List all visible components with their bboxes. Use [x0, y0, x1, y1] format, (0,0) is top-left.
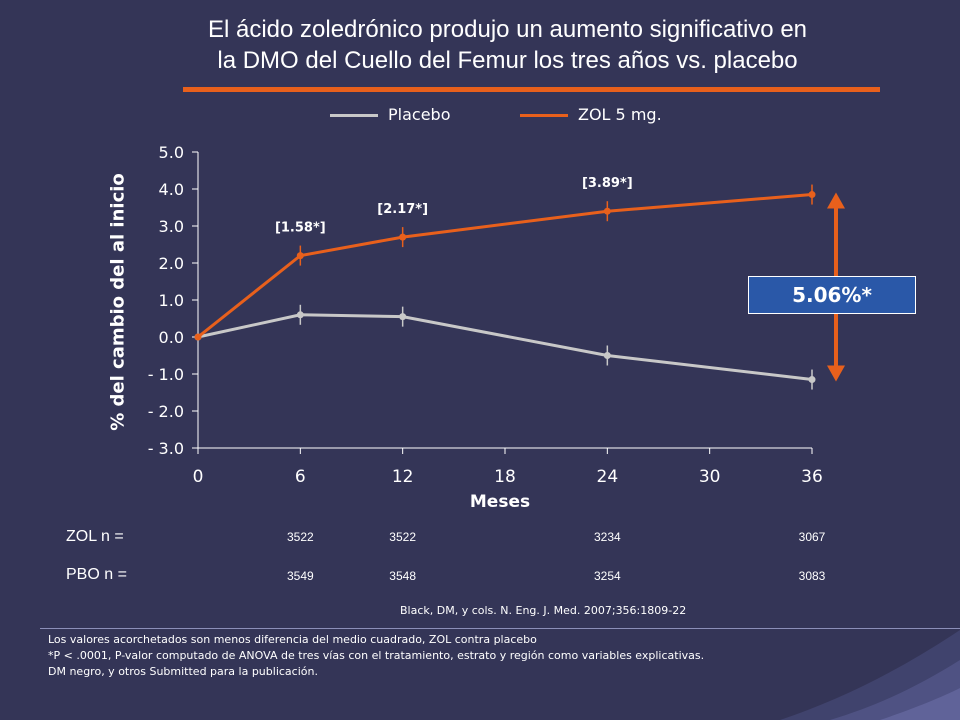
footnote-divider	[40, 628, 960, 629]
y-tick-label: 4.0	[159, 180, 184, 199]
pbo-n-value: 3548	[389, 569, 416, 583]
difference-arrow-head-up	[827, 192, 845, 209]
data-point-zol	[399, 233, 407, 241]
x-tick-label: 24	[597, 467, 619, 487]
pbo-n-value: 3254	[593, 569, 621, 583]
pbo-n-label: PBO n =	[66, 566, 127, 583]
annotation-label: [1.58*]	[275, 221, 326, 236]
y-tick-label: 3.0	[159, 217, 184, 236]
x-tick-label: 36	[801, 467, 823, 487]
data-point-zol	[808, 191, 816, 199]
y-tick-label: 0.0	[159, 328, 184, 347]
source-citation: Black, DM, y cols. N. Eng. J. Med. 2007;…	[400, 604, 687, 617]
data-point-placebo	[296, 311, 304, 319]
y-tick-label: 1.0	[159, 291, 184, 310]
data-point-zol	[603, 207, 611, 215]
footnote-3: DM negro, y otros Submitted para la publ…	[48, 665, 318, 678]
data-point-zol	[194, 333, 202, 341]
data-point-placebo	[399, 313, 407, 321]
title-line-1: El ácido zoledrónico produjo un aumento …	[207, 16, 808, 43]
pbo-n-value: 3083	[798, 569, 826, 583]
x-tick-label: 18	[494, 467, 516, 487]
data-point-zol	[296, 252, 304, 260]
annotation-label: [2.17*]	[377, 202, 428, 217]
y-tick-label: 5.0	[159, 143, 184, 162]
zol-n-label: ZOL n =	[66, 528, 124, 545]
zol-n-value: 3067	[798, 530, 826, 544]
difference-arrow-head-down	[827, 365, 845, 382]
y-tick-label: - 2.0	[148, 402, 184, 421]
title-line-2: la DMO del Cuello del Femur los tres año…	[217, 47, 798, 74]
legend-swatch-placebo	[330, 114, 378, 117]
footnote-1: Los valores acorchetados son menos difer…	[48, 633, 537, 646]
legend-label-zol: ZOL 5 mg.	[578, 105, 662, 124]
title-underline	[183, 87, 880, 92]
data-point-placebo	[808, 376, 816, 384]
footnote-2: *P < .0001, P-valor computado de ANOVA d…	[48, 649, 705, 662]
footnotes: Los valores acorchetados son menos difer…	[48, 632, 704, 680]
y-tick-label: - 3.0	[148, 439, 184, 458]
y-tick-label: 2.0	[159, 254, 184, 273]
legend-label-placebo: Placebo	[388, 105, 451, 124]
legend-swatch-zol	[520, 114, 568, 117]
x-tick-label: 0	[193, 467, 204, 487]
annotation-label: [3.89*]	[582, 176, 633, 191]
decorative-waves	[780, 630, 960, 720]
x-axis-label: Meses	[469, 492, 531, 512]
x-tick-label: 12	[392, 467, 414, 487]
zol-n-value: 3234	[593, 530, 621, 544]
data-point-placebo	[603, 352, 611, 359]
x-tick-label: 30	[699, 467, 721, 487]
zol-n-value: 3522	[389, 530, 416, 544]
y-tick-label: - 1.0	[148, 365, 184, 384]
pbo-n-value: 3549	[286, 569, 314, 583]
series-line-placebo	[197, 313, 813, 382]
x-tick-label: 6	[295, 467, 306, 487]
difference-badge: 5.06%*	[748, 276, 916, 314]
zol-n-value: 3522	[286, 530, 314, 544]
slide-title: El ácido zoledrónico produjo un aumento …	[150, 14, 865, 76]
